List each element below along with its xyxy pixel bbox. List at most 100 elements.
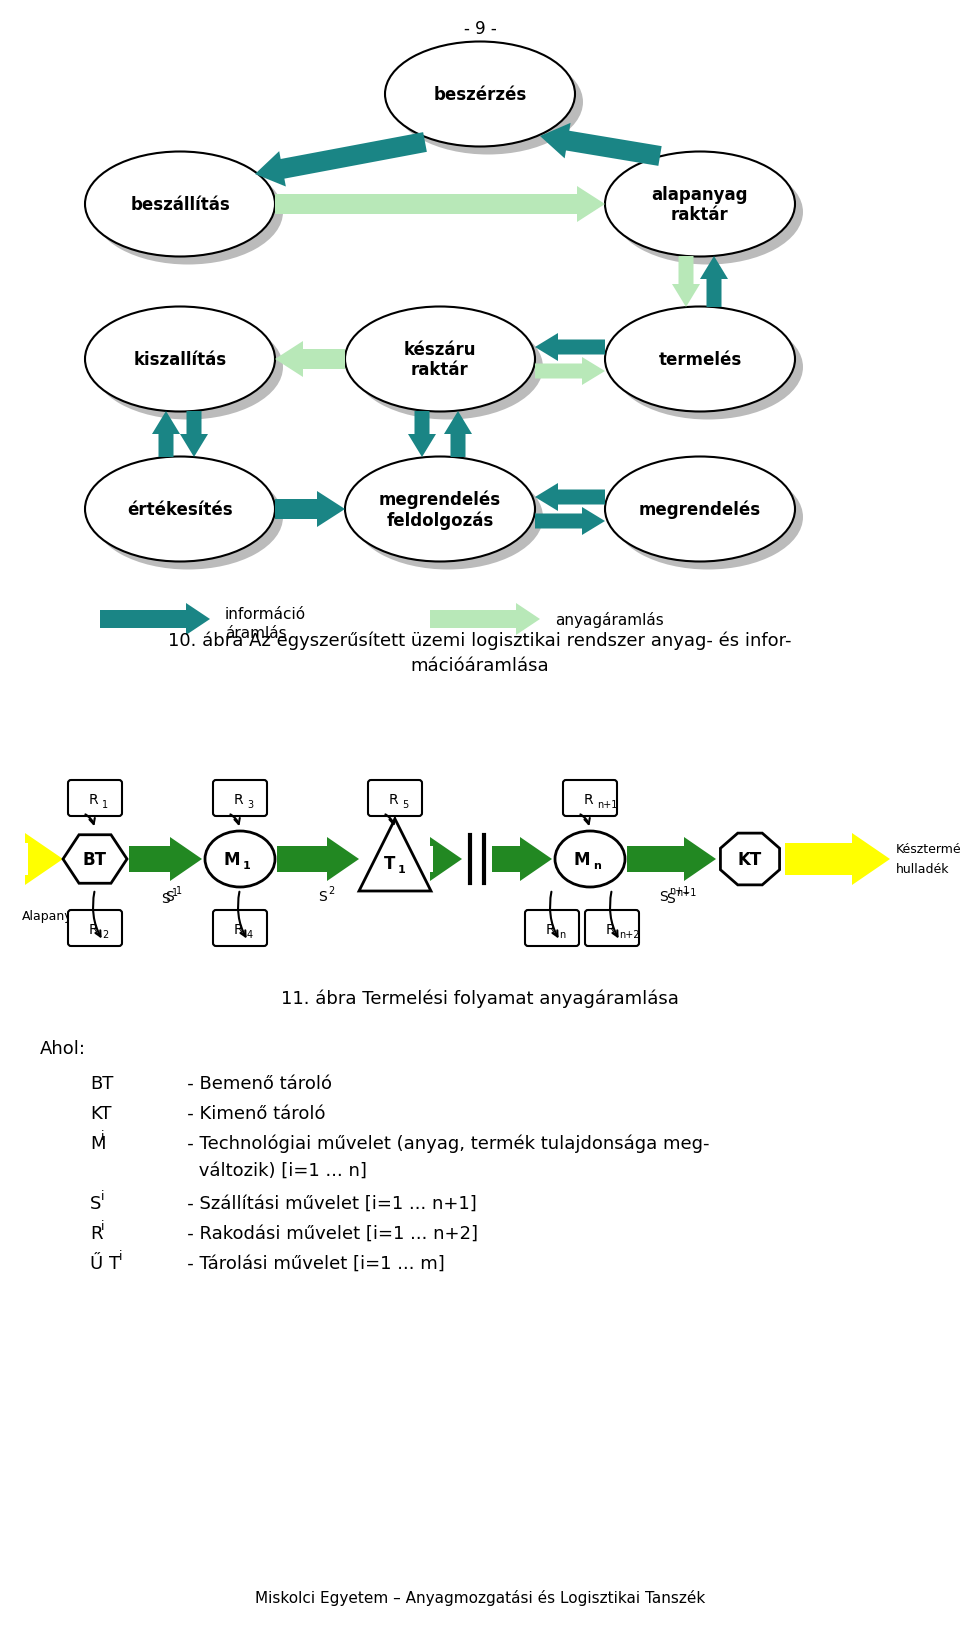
Text: M: M — [224, 850, 240, 868]
FancyArrow shape — [25, 834, 63, 886]
Text: S: S — [666, 891, 675, 906]
Text: R: R — [233, 793, 243, 806]
FancyArrow shape — [129, 837, 202, 881]
Text: i: i — [101, 1190, 105, 1203]
Text: n+2: n+2 — [619, 930, 639, 940]
Text: Miskolci Egyetem – Anyagmozgatási és Logisztikai Tanszék: Miskolci Egyetem – Anyagmozgatási és Log… — [254, 1590, 706, 1604]
Text: i: i — [101, 1219, 105, 1232]
Text: információ: információ — [225, 607, 306, 622]
Text: S: S — [90, 1195, 102, 1213]
Text: - Szállítási művelet [i=1 ... n+1]: - Szállítási művelet [i=1 ... n+1] — [170, 1195, 477, 1213]
Text: beszérzés: beszérzés — [433, 86, 527, 104]
Text: R: R — [605, 922, 614, 937]
Text: mációáramlása: mációáramlása — [411, 656, 549, 674]
FancyArrow shape — [100, 604, 210, 635]
Ellipse shape — [353, 465, 543, 570]
Text: n+1: n+1 — [677, 888, 697, 898]
Text: 1: 1 — [398, 865, 406, 875]
Text: S: S — [318, 889, 326, 904]
Text: S: S — [165, 889, 175, 904]
Ellipse shape — [605, 152, 795, 258]
Text: értékesítés: értékesítés — [127, 501, 233, 519]
Text: T: T — [384, 855, 395, 873]
FancyBboxPatch shape — [525, 911, 579, 947]
Text: - Bemenő tároló: - Bemenő tároló — [170, 1074, 332, 1092]
Text: 1: 1 — [172, 888, 178, 898]
Text: megrendelés: megrendelés — [639, 501, 761, 519]
Text: R: R — [388, 793, 397, 806]
Text: - Rakodási művelet [i=1 ... n+2]: - Rakodási művelet [i=1 ... n+2] — [170, 1224, 478, 1242]
Text: Ahol:: Ahol: — [40, 1040, 86, 1058]
Ellipse shape — [93, 315, 283, 421]
FancyArrow shape — [627, 837, 716, 881]
Text: kiszallítás: kiszallítás — [133, 351, 227, 369]
FancyArrow shape — [785, 834, 890, 886]
Text: - Kimenő tároló: - Kimenő tároló — [170, 1105, 325, 1123]
FancyBboxPatch shape — [68, 780, 122, 816]
Text: termelés: termelés — [659, 351, 742, 369]
Text: 1: 1 — [243, 860, 251, 870]
FancyArrow shape — [672, 256, 700, 308]
Ellipse shape — [385, 42, 575, 147]
FancyArrow shape — [275, 491, 345, 527]
Text: - Tárolási művelet [i=1 ... m]: - Tárolási művelet [i=1 ... m] — [170, 1255, 444, 1273]
Text: áramlás: áramlás — [225, 627, 287, 641]
Text: R: R — [88, 793, 98, 806]
Text: alapanyag
raktár: alapanyag raktár — [652, 186, 748, 224]
FancyArrow shape — [408, 411, 436, 457]
Text: Ű T: Ű T — [90, 1255, 120, 1273]
Text: R: R — [90, 1224, 103, 1242]
Text: S: S — [161, 891, 170, 906]
FancyArrow shape — [535, 335, 605, 362]
FancyArrow shape — [275, 341, 345, 377]
Ellipse shape — [345, 307, 535, 413]
Ellipse shape — [613, 315, 803, 421]
Ellipse shape — [605, 457, 795, 561]
Ellipse shape — [613, 160, 803, 266]
Ellipse shape — [605, 307, 795, 413]
Ellipse shape — [93, 465, 283, 570]
Text: 10. ábra Az egyszerűsített üzemi logisztikai rendszer anyag- és infor-: 10. ábra Az egyszerűsített üzemi logiszt… — [168, 632, 792, 650]
Text: R: R — [233, 922, 243, 937]
Ellipse shape — [345, 457, 535, 561]
Text: 1: 1 — [176, 886, 181, 896]
FancyBboxPatch shape — [585, 911, 639, 947]
FancyArrow shape — [255, 134, 427, 188]
Text: n: n — [559, 930, 565, 940]
Text: anyagáramlás: anyagáramlás — [555, 612, 663, 628]
FancyBboxPatch shape — [213, 911, 267, 947]
Text: Alapanyag: Alapanyag — [22, 909, 88, 922]
Text: beszállítás: beszállítás — [131, 196, 229, 214]
Ellipse shape — [555, 831, 625, 888]
FancyArrow shape — [152, 411, 180, 457]
FancyArrow shape — [535, 357, 605, 385]
Text: KT: KT — [90, 1105, 111, 1123]
Text: n+1: n+1 — [597, 800, 617, 809]
Polygon shape — [720, 834, 780, 885]
Ellipse shape — [93, 160, 283, 266]
FancyArrow shape — [430, 837, 462, 881]
Text: M: M — [90, 1134, 106, 1152]
Ellipse shape — [85, 152, 275, 258]
Text: 2: 2 — [328, 886, 334, 896]
Text: R: R — [583, 793, 593, 806]
FancyArrow shape — [275, 188, 605, 224]
Text: i: i — [101, 1129, 105, 1142]
Text: 3: 3 — [247, 800, 253, 809]
FancyArrow shape — [535, 508, 605, 535]
Text: n: n — [593, 860, 601, 870]
Text: S: S — [660, 889, 668, 904]
Ellipse shape — [613, 465, 803, 570]
Text: 1: 1 — [102, 800, 108, 809]
FancyBboxPatch shape — [368, 780, 422, 816]
Ellipse shape — [205, 831, 275, 888]
Text: 11. ábra Termelési folyamat anyagáramlása: 11. ábra Termelési folyamat anyagáramlás… — [281, 989, 679, 1009]
FancyArrow shape — [180, 411, 208, 457]
FancyArrow shape — [430, 604, 540, 635]
Text: 4: 4 — [247, 930, 253, 940]
Text: BT: BT — [90, 1074, 113, 1092]
Text: - 9 -: - 9 - — [464, 20, 496, 38]
FancyArrow shape — [535, 483, 605, 512]
Ellipse shape — [353, 315, 543, 421]
Text: Késztermék,: Késztermék, — [896, 844, 960, 855]
